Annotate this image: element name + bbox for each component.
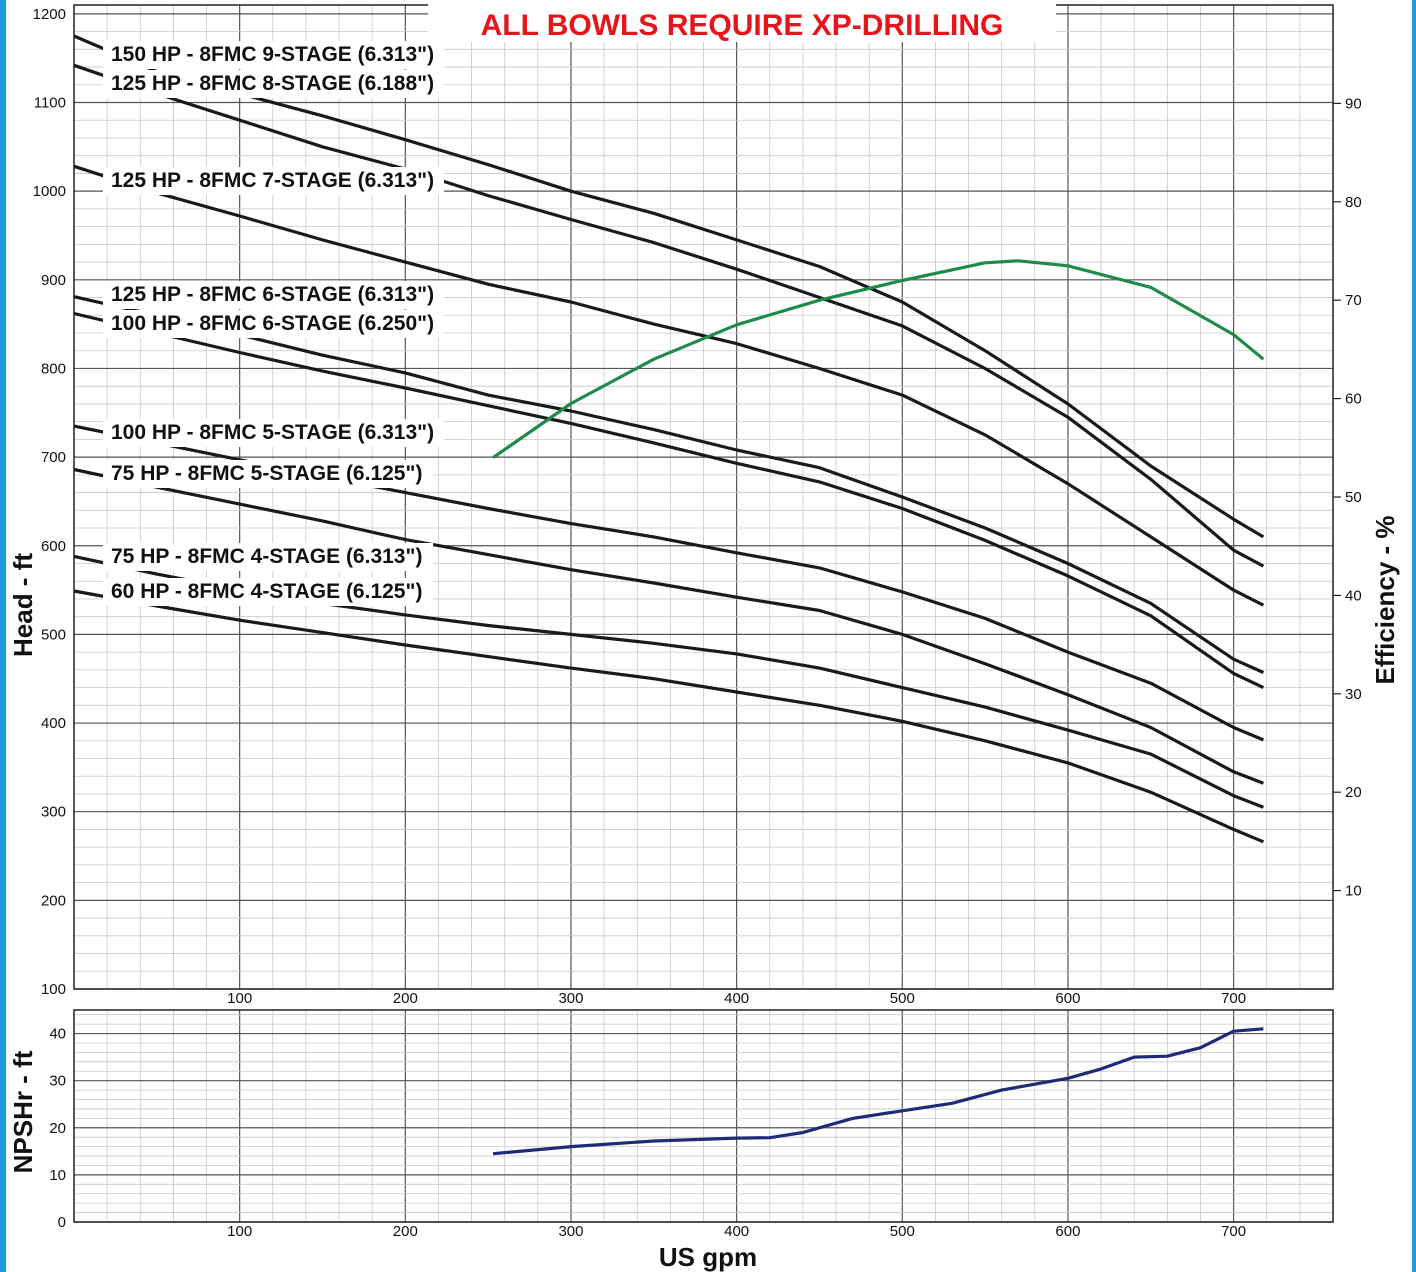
curve-label-background: [103, 281, 444, 309]
curve-label-background: [103, 167, 444, 195]
curve-label-background: [103, 578, 434, 606]
x-tick-label: 600: [1055, 1223, 1080, 1240]
y2-tick-label: 50: [1345, 489, 1362, 506]
curve-label: 100 HP - 8FMC 5-STAGE (6.313"): [111, 421, 434, 444]
curve-label: 125 HP - 8FMC 7-STAGE (6.313"): [111, 169, 434, 192]
npsh-y-tick-label: 40: [49, 1026, 66, 1043]
y2-tick-label: 10: [1345, 883, 1362, 900]
right-border: [1412, 0, 1416, 1272]
y2-tick-label: 30: [1345, 686, 1362, 703]
npsh-curve: [492, 1027, 1264, 1156]
head-grid: [73, 4, 1334, 990]
banner-background: [428, 4, 1056, 42]
x-tick-label: 200: [393, 1223, 418, 1240]
y-tick-label: 1100: [34, 95, 66, 112]
y-tick-label: 500: [41, 626, 66, 643]
x-tick-label: 200: [393, 990, 418, 1007]
head-curve: [73, 311, 1265, 690]
y2-tick-label: 80: [1345, 194, 1362, 211]
head-curve: [73, 589, 1265, 844]
curve-label: 75 HP - 8FMC 5-STAGE (6.125"): [111, 462, 422, 485]
curve-label-background: [103, 460, 434, 488]
npsh-curve-group: [492, 1027, 1264, 1156]
x-tick-label: 100: [227, 990, 252, 1007]
y-tick-label: 200: [41, 892, 66, 909]
head-curve: [73, 164, 1265, 607]
curve-labels: 150 HP - 8FMC 9-STAGE (6.313") 125 HP - 8…: [103, 41, 444, 606]
x-tick-label: 100: [227, 1223, 252, 1240]
head-curve: [73, 295, 1265, 674]
left-border: [0, 0, 6, 1272]
y-tick-label: 700: [41, 449, 66, 466]
x-tick-label: 600: [1055, 990, 1080, 1007]
curve-label: 125 HP - 8FMC 6-STAGE (6.313"): [111, 283, 434, 306]
x-tick-label: 500: [890, 1223, 915, 1240]
curve-label-background: [103, 41, 444, 69]
plot-border: [73, 1009, 1334, 1223]
y2-tick-label: 90: [1345, 95, 1362, 112]
y2-tick-label: 40: [1345, 587, 1362, 604]
x-tick-label: 300: [558, 990, 583, 1007]
x-tick-label: 300: [558, 1223, 583, 1240]
x-tick-label: 400: [724, 1223, 749, 1240]
curve-label: 125 HP - 8FMC 8-STAGE (6.188"): [111, 72, 434, 95]
curve-label-background: [103, 543, 434, 571]
x-tick-label: 700: [1221, 990, 1246, 1007]
x-tick-label: 400: [724, 990, 749, 1007]
curve-label-background: [103, 419, 444, 447]
npsh-y-tick-label: 0: [58, 1214, 66, 1231]
npsh-y-tick-label: 10: [49, 1167, 66, 1184]
efficiency-curve-group: [492, 259, 1265, 459]
curve-label: 75 HP - 8FMC 4-STAGE (6.313"): [111, 545, 422, 568]
curve-label: 150 HP - 8FMC 9-STAGE (6.313"): [111, 43, 434, 66]
npsh-y-tick-label: 20: [49, 1120, 66, 1137]
npsh-axis-title: NPSHr - ft: [8, 1050, 38, 1173]
y-tick-label: 100: [41, 981, 66, 998]
y-tick-label: 1000: [33, 183, 66, 200]
curve-label-background: [103, 70, 444, 98]
y2-tick-label: 70: [1345, 292, 1362, 309]
head-curve: [73, 34, 1265, 539]
efficiency-axis-title: Efficiency - %: [1370, 515, 1400, 684]
head-axis-title: Head - ft: [8, 553, 38, 657]
npsh-grid: [73, 1009, 1334, 1223]
y-tick-label: 1200: [33, 6, 66, 23]
y-tick-label: 300: [41, 804, 66, 821]
y2-tick-label: 60: [1345, 391, 1362, 408]
efficiency-curve: [492, 259, 1265, 459]
head-curve: [73, 467, 1264, 785]
curve-label: 100 HP - 8FMC 6-STAGE (6.250"): [111, 312, 434, 335]
y-tick-label: 400: [41, 715, 66, 732]
y2-tick-label: 20: [1345, 784, 1362, 801]
y-tick-label: 600: [41, 538, 66, 555]
x-axis-title: US gpm: [659, 1242, 757, 1272]
curve-label: 60 HP - 8FMC 4-STAGE (6.125"): [111, 580, 422, 603]
npsh-y-tick-label: 30: [49, 1073, 66, 1090]
y-tick-label: 900: [41, 272, 66, 289]
head-curve: [73, 63, 1265, 568]
banner-text: ALL BOWLS REQUIRE XP-DRILLING: [481, 9, 1004, 42]
curve-label-background: [103, 310, 444, 338]
tick-labels: 1001002002003003004004005005006006007007…: [33, 6, 1362, 1240]
y-tick-label: 800: [41, 360, 66, 377]
x-tick-label: 500: [890, 990, 915, 1007]
x-tick-label: 700: [1221, 1223, 1246, 1240]
